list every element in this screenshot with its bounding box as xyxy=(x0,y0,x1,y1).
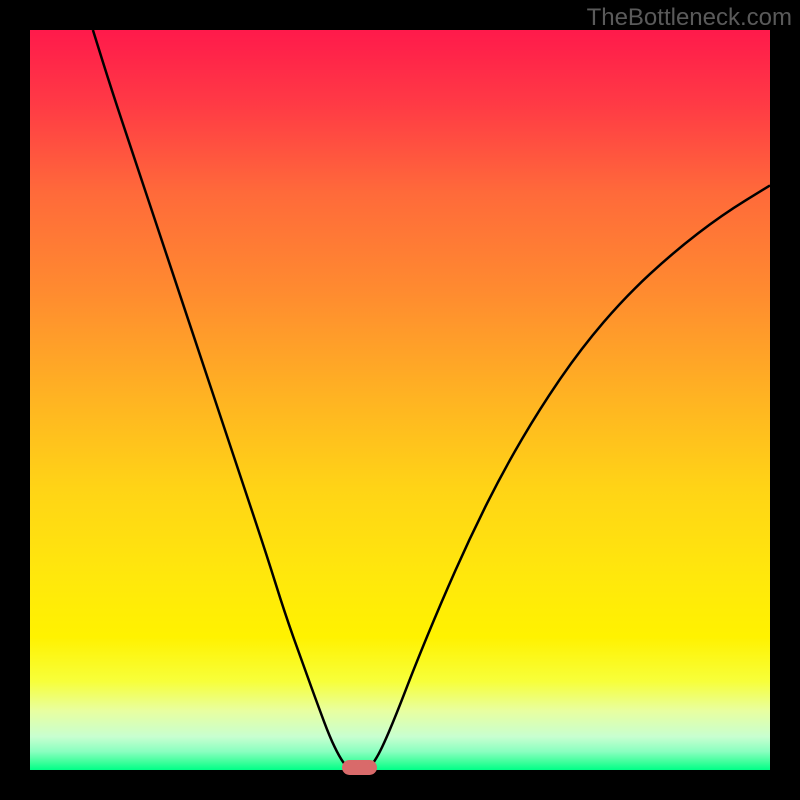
curve-layer xyxy=(30,30,770,770)
figure-canvas: TheBottleneck.com xyxy=(0,0,800,800)
watermark-text: TheBottleneck.com xyxy=(587,4,792,32)
minimum-marker xyxy=(342,760,378,775)
plot-area xyxy=(30,30,770,770)
curve-right-branch xyxy=(367,185,770,770)
curve-left-branch xyxy=(93,30,352,770)
